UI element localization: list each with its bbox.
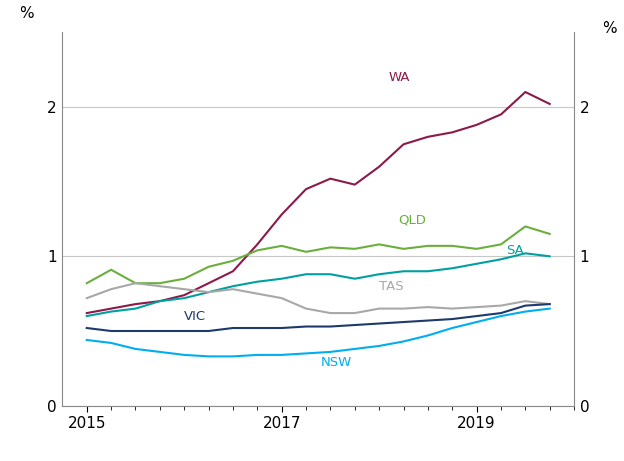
Y-axis label: %: % — [19, 6, 34, 21]
Text: VIC: VIC — [184, 310, 207, 323]
Text: SA: SA — [506, 244, 524, 257]
Text: WA: WA — [389, 71, 411, 83]
Y-axis label: %: % — [603, 21, 617, 36]
Text: QLD: QLD — [399, 214, 427, 227]
Text: TAS: TAS — [379, 280, 404, 293]
Text: NSW: NSW — [321, 356, 352, 369]
